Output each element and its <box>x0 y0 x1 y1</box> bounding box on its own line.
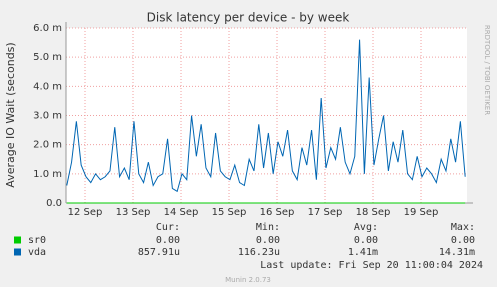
legend-swatch <box>14 236 21 244</box>
y-axis-label: Average IO Wait (seconds) <box>4 42 17 187</box>
y-tick-label: 1.0 m <box>33 169 62 180</box>
side-label: RRDTOOL / TOBI OETIKER <box>483 25 491 115</box>
legend-value: 0.00 <box>451 235 475 246</box>
x-tick-label: 14 Sep <box>164 207 199 218</box>
x-tick-label: 15 Sep <box>212 207 247 218</box>
x-tick-label: 18 Sep <box>356 207 391 218</box>
y-tick-label: 6.0 m <box>33 23 62 34</box>
version: Munin 2.0.73 <box>225 276 271 284</box>
y-tick-label: 0.0 <box>46 198 62 209</box>
legend-label: vda <box>28 247 46 258</box>
legend-value: 116.23u <box>238 247 280 258</box>
legend-header: Cur: <box>156 222 180 233</box>
y-tick-label: 4.0 m <box>33 81 62 92</box>
legend-value: 14.31m <box>439 247 475 258</box>
y-tick-label: 2.0 m <box>33 140 62 151</box>
legend-value: 1.41m <box>348 247 378 258</box>
x-tick-label: 13 Sep <box>116 207 151 218</box>
legend-value: 0.00 <box>256 235 280 246</box>
x-tick-label: 19 Sep <box>404 207 439 218</box>
legend-header: Avg: <box>354 222 378 233</box>
legend-header: Min: <box>256 222 280 233</box>
x-tick-label: 16 Sep <box>260 207 295 218</box>
legend-value: 857.91u <box>138 247 180 258</box>
y-tick-label: 3.0 m <box>33 111 62 122</box>
series-line <box>66 39 466 193</box>
y-tick-label: 5.0 m <box>33 52 62 63</box>
legend-label: sr0 <box>28 235 46 246</box>
x-tick-label: 17 Sep <box>308 207 343 218</box>
legend-value: 0.00 <box>156 235 180 246</box>
legend-value: 0.00 <box>354 235 378 246</box>
x-tick-label: 12 Sep <box>68 207 103 218</box>
chart-title: Disk latency per device - by week <box>147 11 350 25</box>
last-update: Last update: Fri Sep 20 11:00:04 2024 <box>260 260 483 271</box>
legend-header: Max: <box>451 222 475 233</box>
legend-swatch <box>14 248 21 256</box>
